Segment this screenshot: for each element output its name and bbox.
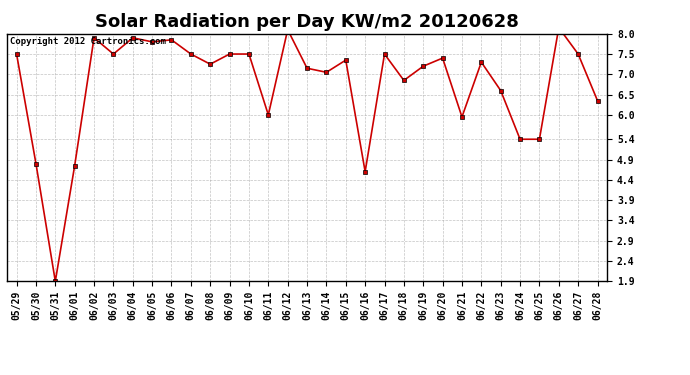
Text: Copyright 2012 Cartronics.com: Copyright 2012 Cartronics.com: [10, 38, 166, 46]
Title: Solar Radiation per Day KW/m2 20120628: Solar Radiation per Day KW/m2 20120628: [95, 13, 519, 31]
